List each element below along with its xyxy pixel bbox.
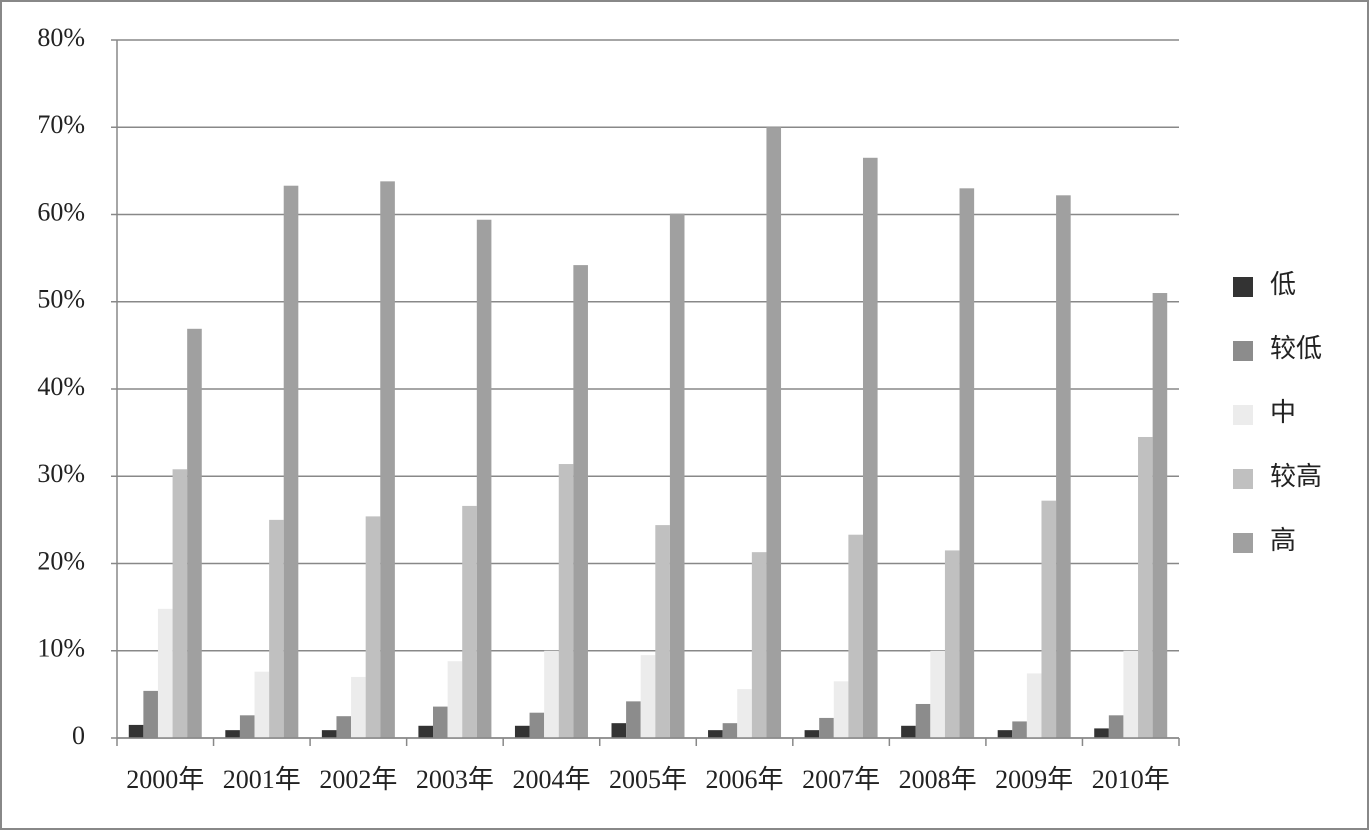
- y-tick-label: 10%: [37, 634, 85, 663]
- y-tick-label: 0: [72, 721, 85, 750]
- bar: [751, 552, 767, 738]
- bar: [640, 655, 656, 738]
- bar: [655, 525, 670, 738]
- y-tick-label: 30%: [37, 459, 85, 488]
- bar: [544, 650, 559, 738]
- x-tick-label: 2003年: [416, 765, 494, 794]
- legend-label: 高: [1270, 526, 1296, 555]
- legend-swatch: [1233, 277, 1253, 297]
- bar: [862, 157, 878, 739]
- y-tick-label: 60%: [37, 197, 85, 226]
- bar: [462, 505, 477, 738]
- bar: [766, 127, 782, 738]
- bar: [476, 219, 492, 739]
- y-tick-label: 20%: [37, 546, 85, 575]
- x-tick-label: 2006年: [706, 765, 784, 794]
- bar: [930, 650, 945, 738]
- bar: [1012, 721, 1027, 738]
- bar: [558, 464, 574, 738]
- y-tick-label: 50%: [37, 285, 85, 314]
- bar: [804, 730, 820, 738]
- bar: [1108, 715, 1124, 738]
- bar: [225, 730, 240, 738]
- bar: [944, 550, 960, 738]
- legend-label: 中: [1270, 398, 1296, 427]
- bar: [915, 703, 931, 738]
- bar: [1056, 195, 1071, 738]
- legend-swatch: [1233, 533, 1253, 553]
- bar: [626, 701, 641, 738]
- x-tick-label: 2002年: [319, 765, 397, 794]
- bar: [708, 730, 723, 738]
- bar: [351, 676, 366, 738]
- bar: [669, 213, 685, 738]
- bar: [321, 730, 337, 738]
- bar: [573, 265, 588, 738]
- bar: [447, 661, 463, 738]
- bar: [1041, 500, 1057, 738]
- legend-swatch: [1233, 469, 1253, 489]
- bar: [848, 534, 863, 738]
- legend-swatch: [1233, 341, 1253, 361]
- bar: [239, 715, 255, 738]
- bar: [283, 185, 299, 738]
- bar: [901, 725, 916, 738]
- bar: [959, 188, 975, 738]
- x-tick-label: 2000年: [126, 765, 204, 794]
- bar: [269, 519, 284, 738]
- bar: [1138, 436, 1153, 738]
- bar: [1026, 673, 1042, 738]
- x-tick-label: 2007年: [802, 765, 880, 794]
- bar: [187, 328, 202, 738]
- bar: [143, 690, 158, 738]
- legend-label: 低: [1270, 270, 1296, 299]
- x-tick-label: 2010年: [1092, 765, 1170, 794]
- bar: [433, 706, 448, 738]
- y-tick-label: 70%: [37, 110, 85, 139]
- bar: [336, 716, 352, 738]
- bar: [1123, 650, 1139, 738]
- bar: [254, 671, 270, 738]
- legend-label: 较低: [1270, 334, 1322, 363]
- bar: [514, 725, 530, 738]
- bar: [157, 608, 173, 738]
- bar: [611, 723, 627, 738]
- bar: [172, 469, 188, 738]
- legend-label: 较高: [1270, 462, 1322, 491]
- x-tick-label: 2008年: [899, 765, 977, 794]
- legend-swatch: [1233, 405, 1253, 425]
- bar: [365, 516, 381, 738]
- bar: [997, 730, 1013, 738]
- x-tick-label: 2009年: [995, 765, 1073, 794]
- bar: [737, 689, 752, 738]
- bar: [819, 717, 834, 738]
- y-tick-label: 40%: [37, 372, 85, 401]
- bar: [529, 712, 545, 738]
- bar: [833, 681, 849, 738]
- bar: [722, 723, 738, 738]
- x-tick-label: 2004年: [512, 765, 590, 794]
- x-tick-label: 2001年: [223, 765, 301, 794]
- bar: [1094, 728, 1109, 738]
- bar: [128, 724, 144, 738]
- bar: [380, 181, 395, 739]
- y-tick-label: 80%: [37, 23, 85, 52]
- x-tick-label: 2005年: [609, 765, 687, 794]
- bar: [1152, 293, 1168, 738]
- bar: [418, 725, 434, 738]
